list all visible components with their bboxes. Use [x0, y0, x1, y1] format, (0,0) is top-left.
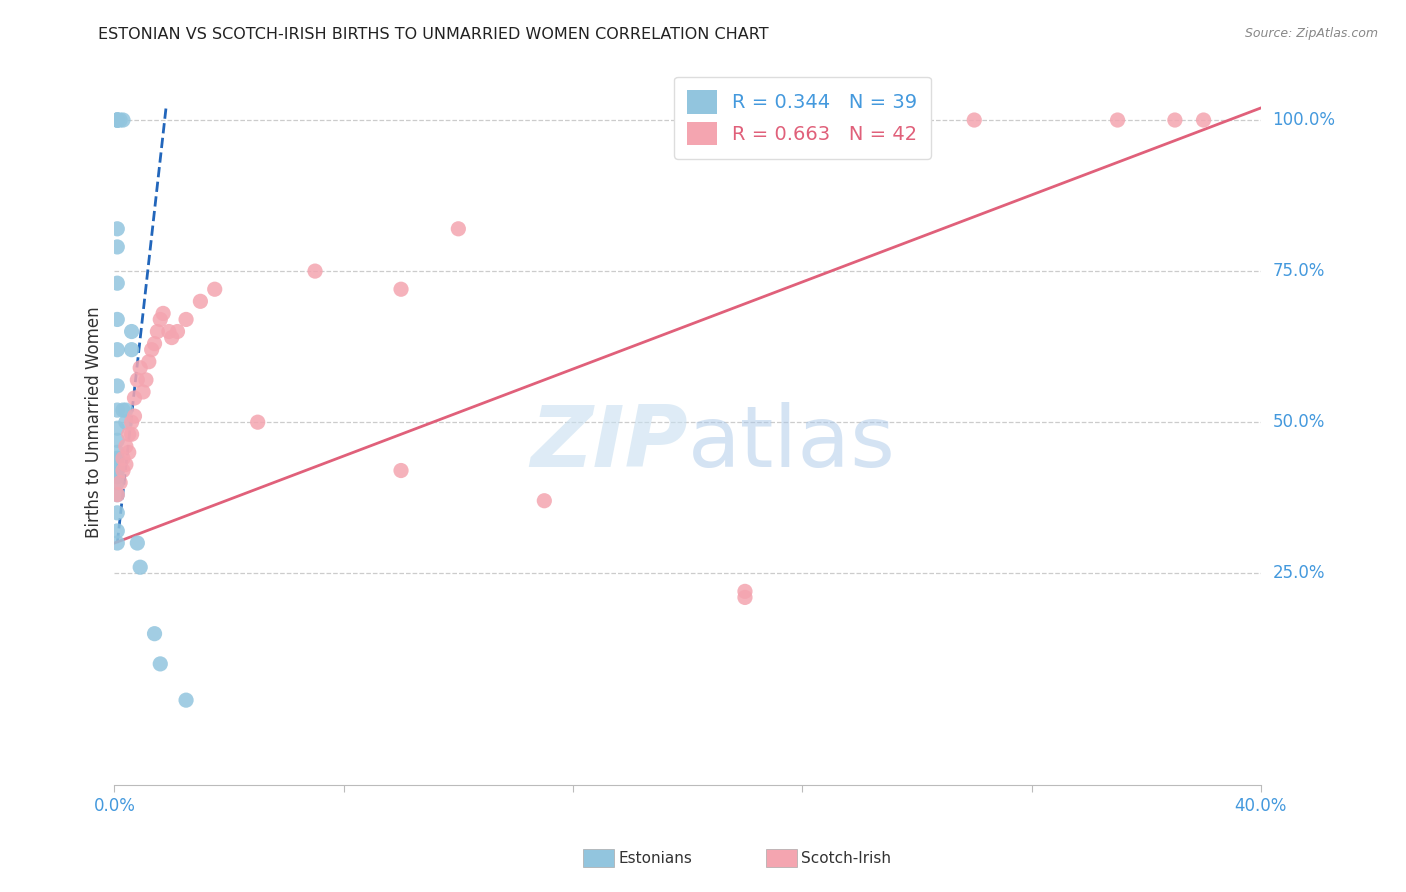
Point: [115, 403, 138, 417]
Point: [105, 451, 128, 466]
Point: [734, 591, 756, 605]
Text: Scotch-Irish: Scotch-Irish: [801, 851, 891, 865]
Text: 75.0%: 75.0%: [1272, 262, 1324, 280]
Point: [105, 343, 128, 357]
Point: [157, 325, 180, 339]
Point: [121, 343, 143, 357]
Point: [121, 325, 143, 339]
Point: [389, 463, 412, 477]
Point: [246, 415, 269, 429]
Point: [132, 384, 155, 399]
Point: [121, 427, 143, 442]
Point: [141, 343, 163, 357]
Point: [105, 434, 128, 448]
Point: [105, 469, 128, 483]
Point: [105, 421, 128, 435]
Point: [143, 336, 166, 351]
Point: [105, 458, 128, 472]
Point: [115, 439, 138, 453]
Point: [160, 330, 183, 344]
Point: [149, 657, 172, 671]
Point: [105, 113, 128, 128]
Text: 50.0%: 50.0%: [1272, 413, 1324, 431]
Point: [447, 222, 470, 236]
Point: [124, 391, 146, 405]
Point: [105, 506, 128, 520]
Point: [124, 409, 146, 424]
Point: [105, 222, 128, 236]
Point: [1164, 113, 1187, 128]
Point: [111, 403, 134, 417]
Point: [127, 536, 149, 550]
Point: [111, 463, 134, 477]
Point: [152, 306, 174, 320]
Point: [105, 276, 128, 290]
Text: ZIP: ZIP: [530, 402, 688, 485]
Point: [143, 626, 166, 640]
Point: [166, 325, 188, 339]
Point: [105, 113, 128, 128]
Point: [121, 415, 143, 429]
Point: [304, 264, 326, 278]
Point: [105, 113, 128, 128]
Point: [533, 493, 555, 508]
Text: Source: ZipAtlas.com: Source: ZipAtlas.com: [1244, 27, 1378, 40]
Point: [111, 451, 134, 466]
Point: [108, 475, 131, 490]
Point: [105, 488, 128, 502]
Point: [105, 458, 128, 472]
Point: [676, 113, 699, 128]
Point: [105, 524, 128, 538]
Legend: R = 0.344   N = 39, R = 0.663   N = 42: R = 0.344 N = 39, R = 0.663 N = 42: [673, 77, 931, 159]
Point: [105, 469, 128, 483]
Point: [174, 312, 197, 326]
Point: [1192, 113, 1215, 128]
Text: 25.0%: 25.0%: [1272, 565, 1324, 582]
Point: [105, 463, 128, 477]
Point: [204, 282, 226, 296]
Point: [105, 536, 128, 550]
Point: [190, 294, 212, 309]
Point: [105, 463, 128, 477]
Point: [127, 373, 149, 387]
Point: [105, 240, 128, 254]
Point: [111, 113, 134, 128]
Point: [389, 282, 412, 296]
Point: [105, 451, 128, 466]
Text: ESTONIAN VS SCOTCH-IRISH BIRTHS TO UNMARRIED WOMEN CORRELATION CHART: ESTONIAN VS SCOTCH-IRISH BIRTHS TO UNMAR…: [98, 27, 769, 42]
Point: [1107, 113, 1129, 128]
Y-axis label: Births to Unmarried Women: Births to Unmarried Women: [86, 306, 103, 538]
Point: [146, 325, 169, 339]
Point: [118, 445, 141, 459]
Point: [105, 312, 128, 326]
Point: [149, 312, 172, 326]
Point: [734, 584, 756, 599]
Point: [108, 113, 131, 128]
Point: [820, 113, 842, 128]
Point: [118, 427, 141, 442]
Point: [963, 113, 986, 128]
Point: [129, 560, 152, 574]
Point: [174, 693, 197, 707]
Point: [135, 373, 157, 387]
Point: [105, 445, 128, 459]
Point: [138, 355, 160, 369]
Text: 100.0%: 100.0%: [1272, 111, 1336, 129]
Text: Estonians: Estonians: [619, 851, 693, 865]
Text: atlas: atlas: [688, 402, 896, 485]
Point: [105, 379, 128, 393]
Point: [105, 488, 128, 502]
Point: [129, 360, 152, 375]
Point: [115, 415, 138, 429]
Point: [105, 403, 128, 417]
Point: [105, 475, 128, 490]
Point: [105, 113, 128, 128]
Point: [115, 458, 138, 472]
